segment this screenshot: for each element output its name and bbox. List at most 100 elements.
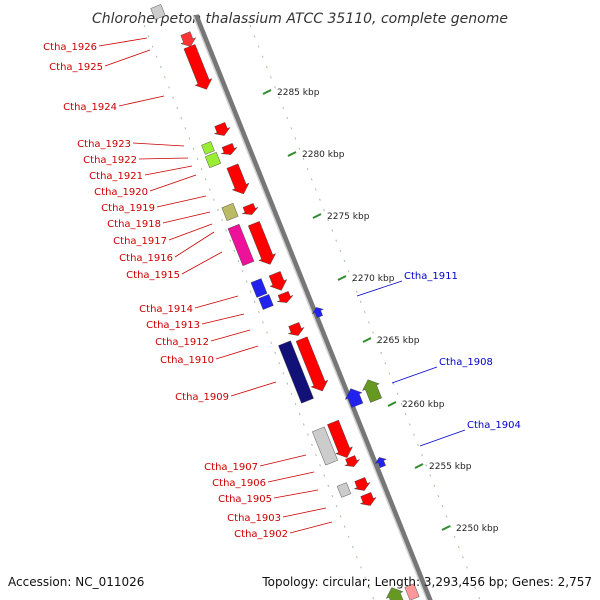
tick-label: 2275 kbp xyxy=(327,212,370,222)
gene-label-left: Ctha_1915 xyxy=(126,270,180,281)
tick-label: 2285 kbp xyxy=(277,88,320,98)
leader-line xyxy=(194,295,239,309)
leader-line xyxy=(132,142,185,147)
tick-mark xyxy=(337,275,347,281)
leader-line xyxy=(210,329,251,342)
leader-line xyxy=(118,95,165,107)
gene-label-left: Ctha_1923 xyxy=(77,139,131,150)
gene-label-right: Ctha_1908 xyxy=(439,357,493,368)
gene-ctha-1913 xyxy=(268,271,288,291)
gene-label-left: Ctha_1920 xyxy=(94,187,148,198)
gene-label-left: Ctha_1925 xyxy=(49,62,103,73)
gene-label-left: Ctha_1917 xyxy=(113,236,167,247)
gene-ctha-1920 xyxy=(226,163,250,195)
backbone-highlight xyxy=(192,14,428,600)
gene-label-left: Ctha_1902 xyxy=(234,529,288,540)
gene-label-right: Ctha_1904 xyxy=(467,420,521,431)
tick-mark xyxy=(287,151,297,157)
leader-line xyxy=(215,345,259,360)
gene-label-left: Ctha_1922 xyxy=(83,155,137,166)
gene-ctha-1917 xyxy=(221,203,239,221)
gene-ctha-1909 xyxy=(295,336,329,392)
tick-label: 2265 kbp xyxy=(377,336,420,346)
gene-ctha-1907 xyxy=(278,340,314,404)
leader-line xyxy=(273,489,319,499)
gene-label-left: Ctha_1914 xyxy=(139,304,193,315)
tick-label: 2255 kbp xyxy=(429,462,472,472)
gene-label-left: Ctha_1910 xyxy=(160,355,214,366)
gene-ctha-1922 xyxy=(201,141,215,155)
leader-line xyxy=(98,37,148,47)
gene-ctha-1910 xyxy=(287,322,305,336)
tick-mark xyxy=(441,525,451,531)
gene-label-left: Ctha_1913 xyxy=(146,320,200,331)
gene-label-left: Ctha_1905 xyxy=(218,494,272,505)
leader-line xyxy=(168,223,213,241)
leader-line xyxy=(419,429,466,447)
gene-label-left: Ctha_1903 xyxy=(227,513,281,524)
tick-mark xyxy=(414,463,424,469)
leader-line xyxy=(259,454,307,467)
gene-ctha-1923 xyxy=(213,122,231,136)
leader-line xyxy=(156,195,207,208)
gene-label-right: Ctha_1911 xyxy=(404,271,458,282)
leader-line xyxy=(230,381,277,397)
gene-ctha-1904b xyxy=(336,482,352,498)
leader-line xyxy=(267,471,315,483)
gene-ctha-1906 xyxy=(327,419,353,458)
tick-mark xyxy=(312,213,322,219)
gene-label-left: Ctha_1918 xyxy=(107,219,161,230)
gene-ctha-1908-green xyxy=(362,379,382,403)
leader-line xyxy=(356,280,403,297)
gene-ctha-1911 xyxy=(311,307,325,319)
gene-labels: Ctha_1926 Ctha_1925 Ctha_1924 Ctha_1923 Ctha… xyxy=(43,37,521,540)
leader-line xyxy=(181,251,223,275)
leader-line xyxy=(104,49,151,67)
gene-ctha-1903 xyxy=(353,477,371,491)
gene-ctha-1914b xyxy=(258,294,274,310)
gene-ctha-1908 xyxy=(344,388,364,408)
scale-ticks: 2285 kbp 2280 kbp 2275 kbp 2270 kbp 2265 kbp… xyxy=(262,88,499,534)
gene-label-left: Ctha_1926 xyxy=(43,42,97,53)
leader-line xyxy=(149,174,197,192)
gene-ctha-1902 xyxy=(359,492,377,506)
gene-label-left: Ctha_1912 xyxy=(155,337,209,348)
gene-ctha-1905 xyxy=(343,455,361,467)
gene-label-left: Ctha_1924 xyxy=(63,102,117,113)
gene-ctha-1915 xyxy=(227,223,255,267)
gene-bottom-green xyxy=(385,587,405,600)
leader-line xyxy=(201,313,245,325)
leader-line xyxy=(289,521,333,534)
tick-label: 2260 kbp xyxy=(402,400,445,410)
gene-ctha-1926 xyxy=(180,31,197,47)
gene-label-left: Ctha_1921 xyxy=(89,171,143,182)
genome-summary-text: Topology: circular; Length: 3,293,456 bp… xyxy=(261,575,592,589)
gene-bottom-pink xyxy=(404,583,420,600)
tick-mark xyxy=(362,337,372,343)
leader-line xyxy=(138,157,189,160)
gene-ctha-1914 xyxy=(250,278,268,298)
tick-mark xyxy=(262,89,272,95)
gene-ctha-1912 xyxy=(277,291,294,303)
gene-ctha-1904 xyxy=(374,457,388,469)
right-band-edge xyxy=(245,14,481,600)
gene-ctha-1908b xyxy=(312,426,338,466)
leader-line xyxy=(144,165,193,176)
gene-label-left: Ctha_1906 xyxy=(212,478,266,489)
tick-label: 2250 kbp xyxy=(456,524,499,534)
gene-ctha-1924 xyxy=(183,44,213,90)
gene-ctha-1925 xyxy=(150,4,166,20)
gene-label-left: Ctha_1907 xyxy=(204,462,258,473)
gene-features xyxy=(150,4,420,600)
leader-line xyxy=(174,231,215,258)
gene-ctha-1921 xyxy=(221,143,238,155)
gene-label-left: Ctha_1919 xyxy=(101,203,155,214)
gene-ctha-1918 xyxy=(242,203,259,215)
leader-line xyxy=(282,507,327,518)
gene-ctha-1919 xyxy=(204,151,222,169)
tick-mark xyxy=(387,401,397,407)
tick-label: 2280 kbp xyxy=(302,150,345,160)
tick-label: 2270 kbp xyxy=(352,274,395,284)
